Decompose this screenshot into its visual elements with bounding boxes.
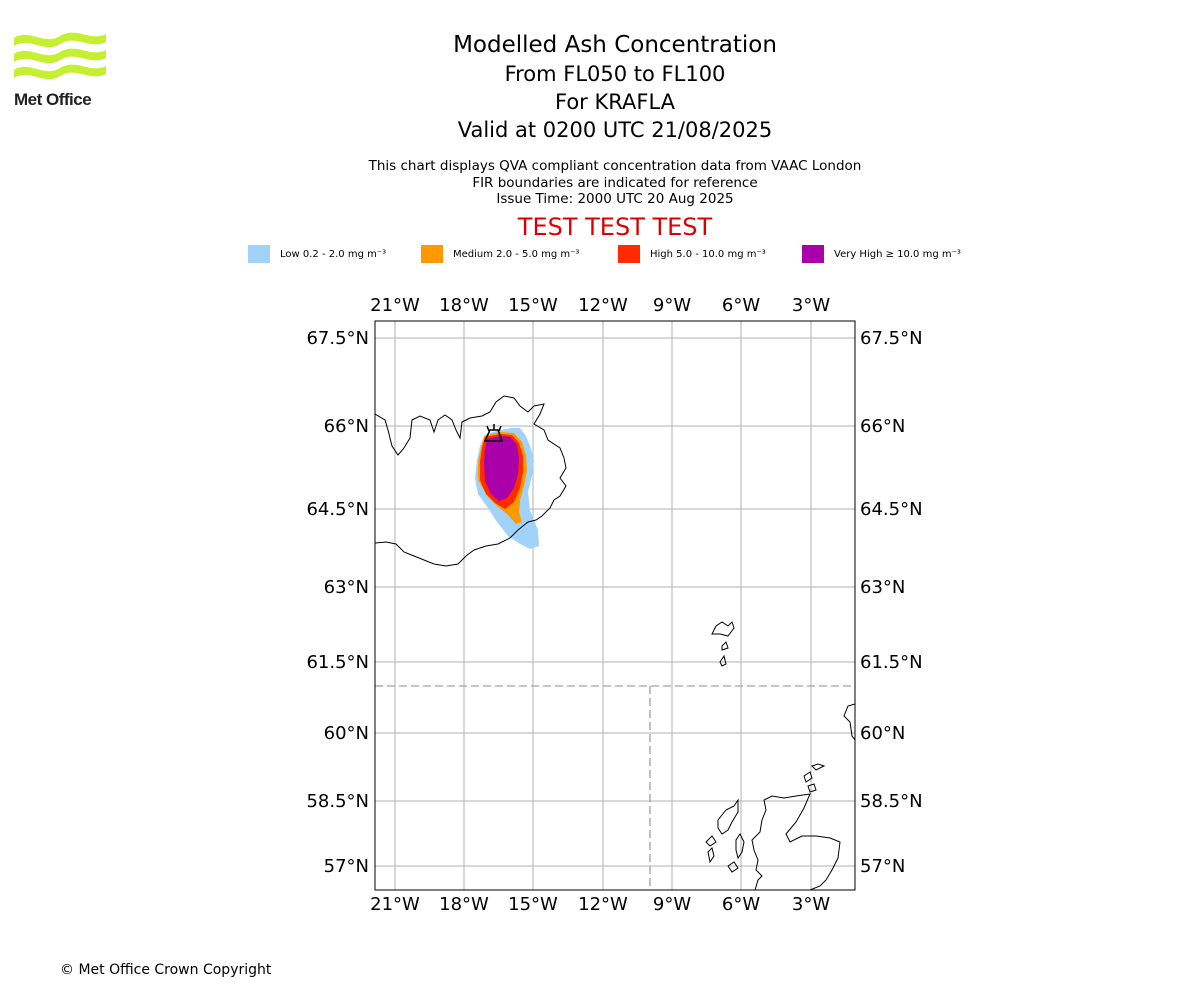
lat-tick-label: 66°N: [860, 416, 905, 437]
lon-tick-label: 15°W: [508, 894, 558, 915]
lat-tick-label: 61.5°N: [860, 652, 923, 673]
legend-swatch-high: [618, 245, 640, 263]
lon-tick-label: 12°W: [578, 295, 628, 316]
subtitle-fir: FIR boundaries are indicated for referen…: [472, 174, 758, 191]
lat-tick-label: 64.5°N: [306, 499, 369, 520]
lat-tick-label: 63°N: [324, 577, 369, 598]
chart-subtitle-block: This chart displays QVA compliant concen…: [315, 158, 915, 208]
met-office-wave-icon: [14, 32, 106, 80]
lon-tick-label: 21°W: [370, 295, 420, 316]
legend-item-medium: Medium 2.0 - 5.0 mg m⁻³: [421, 244, 579, 264]
coastline-shetland: [843, 703, 855, 741]
chart-title: Modelled Ash Concentration: [453, 32, 777, 58]
volcano-icon: [483, 424, 504, 442]
legend-item-very-high: Very High ≥ 10.0 mg m⁻³: [802, 244, 961, 264]
lon-tick-label: 21°W: [370, 894, 420, 915]
lat-tick-label: 63°N: [860, 577, 905, 598]
met-office-logo: Met Office: [14, 30, 106, 112]
issue-time: Issue Time: 2000 UTC 20 Aug 2025: [496, 191, 734, 207]
flight-level-range: From FL050 to FL100: [504, 62, 726, 86]
test-banner: TEST TEST TEST: [517, 213, 713, 241]
gridlines: [375, 321, 855, 890]
lon-tick-label: 9°W: [653, 894, 691, 915]
lat-tick-label: 66°N: [324, 416, 369, 437]
lat-tick-label: 58.5°N: [306, 791, 369, 812]
lon-tick-label: 3°W: [792, 894, 830, 915]
lat-tick-label: 67.5°N: [860, 328, 923, 349]
lat-tick-label: 57°N: [324, 856, 369, 877]
legend-swatch-low: [248, 245, 270, 263]
lon-tick-label: 6°W: [722, 894, 760, 915]
lon-tick-label: 3°W: [792, 295, 830, 316]
lat-tick-label: 60°N: [860, 723, 905, 744]
legend-label-high: High 5.0 - 10.0 mg m⁻³: [650, 248, 766, 260]
chart-title-block: Modelled Ash Concentration From FL050 to…: [315, 30, 915, 144]
copyright-notice: © Met Office Crown Copyright: [60, 962, 272, 978]
lat-tick-label: 60°N: [324, 723, 369, 744]
coastline-scotland: [751, 793, 841, 890]
valid-time: Valid at 0200 UTC 21/08/2025: [457, 118, 773, 142]
map-frame: [374, 320, 856, 891]
legend-item-low: Low 0.2 - 2.0 mg m⁻³: [248, 244, 386, 264]
legend-label-very-high: Very High ≥ 10.0 mg m⁻³: [834, 248, 961, 260]
legend-label-medium: Medium 2.0 - 5.0 mg m⁻³: [453, 248, 580, 260]
ash-plume-very-high: [484, 436, 519, 501]
coastline-hebrides: [705, 798, 745, 873]
lon-tick-label: 12°W: [578, 894, 628, 915]
lat-tick-label: 61.5°N: [306, 652, 369, 673]
coastline-faroes: [711, 621, 735, 667]
fir-boundary: [375, 685, 855, 890]
legend: Low 0.2 - 2.0 mg m⁻³ Medium 2.0 - 5.0 mg…: [248, 244, 1008, 264]
legend-swatch-medium: [421, 245, 443, 263]
ash-plume: [475, 428, 539, 549]
lat-tick-label: 58.5°N: [860, 791, 923, 812]
met-office-logo-text: Met Office: [14, 90, 92, 109]
lat-tick-label: 57°N: [860, 856, 905, 877]
left-lat-labels: 67.5°N 66°N 64.5°N 63°N 61.5°N 60°N 58.5…: [306, 328, 369, 877]
lon-tick-label: 18°W: [439, 295, 489, 316]
lon-tick-label: 18°W: [439, 894, 489, 915]
legend-swatch-very-high: [802, 245, 824, 263]
volcano-name: For KRAFLA: [555, 90, 675, 114]
coastlines: [375, 395, 855, 890]
bottom-lon-labels: 21°W 18°W 15°W 12°W 9°W 6°W 3°W: [370, 894, 830, 915]
legend-item-high: High 5.0 - 10.0 mg m⁻³: [618, 244, 766, 264]
lon-tick-label: 9°W: [653, 295, 691, 316]
coastline-iceland: [375, 395, 567, 567]
legend-label-low: Low 0.2 - 2.0 mg m⁻³: [280, 248, 387, 260]
lat-tick-label: 64.5°N: [860, 499, 923, 520]
top-lon-labels: 21°W 18°W 15°W 12°W 9°W 6°W 3°W: [370, 295, 830, 316]
lat-tick-label: 67.5°N: [306, 328, 369, 349]
subtitle-qva: This chart displays QVA compliant concen…: [368, 158, 862, 174]
right-lat-labels: 67.5°N 66°N 64.5°N 63°N 61.5°N 60°N 58.5…: [860, 328, 923, 877]
lon-tick-label: 6°W: [722, 295, 760, 316]
coastline-orkney: [803, 763, 826, 793]
lon-tick-label: 15°W: [508, 295, 558, 316]
